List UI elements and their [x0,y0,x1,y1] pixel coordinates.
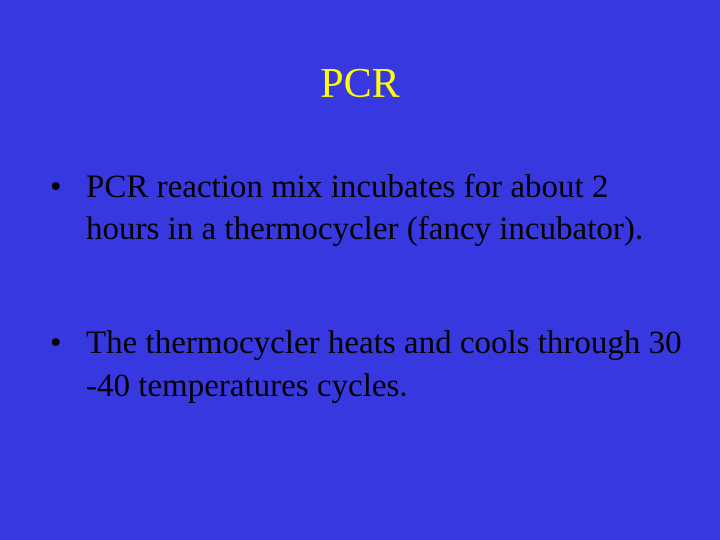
slide-title: PCR [38,60,682,108]
list-item: PCR reaction mix incubates for about 2 h… [38,166,682,250]
bullet-list: PCR reaction mix incubates for about 2 h… [38,166,682,407]
list-item: The thermocycler heats and cools through… [38,322,682,406]
